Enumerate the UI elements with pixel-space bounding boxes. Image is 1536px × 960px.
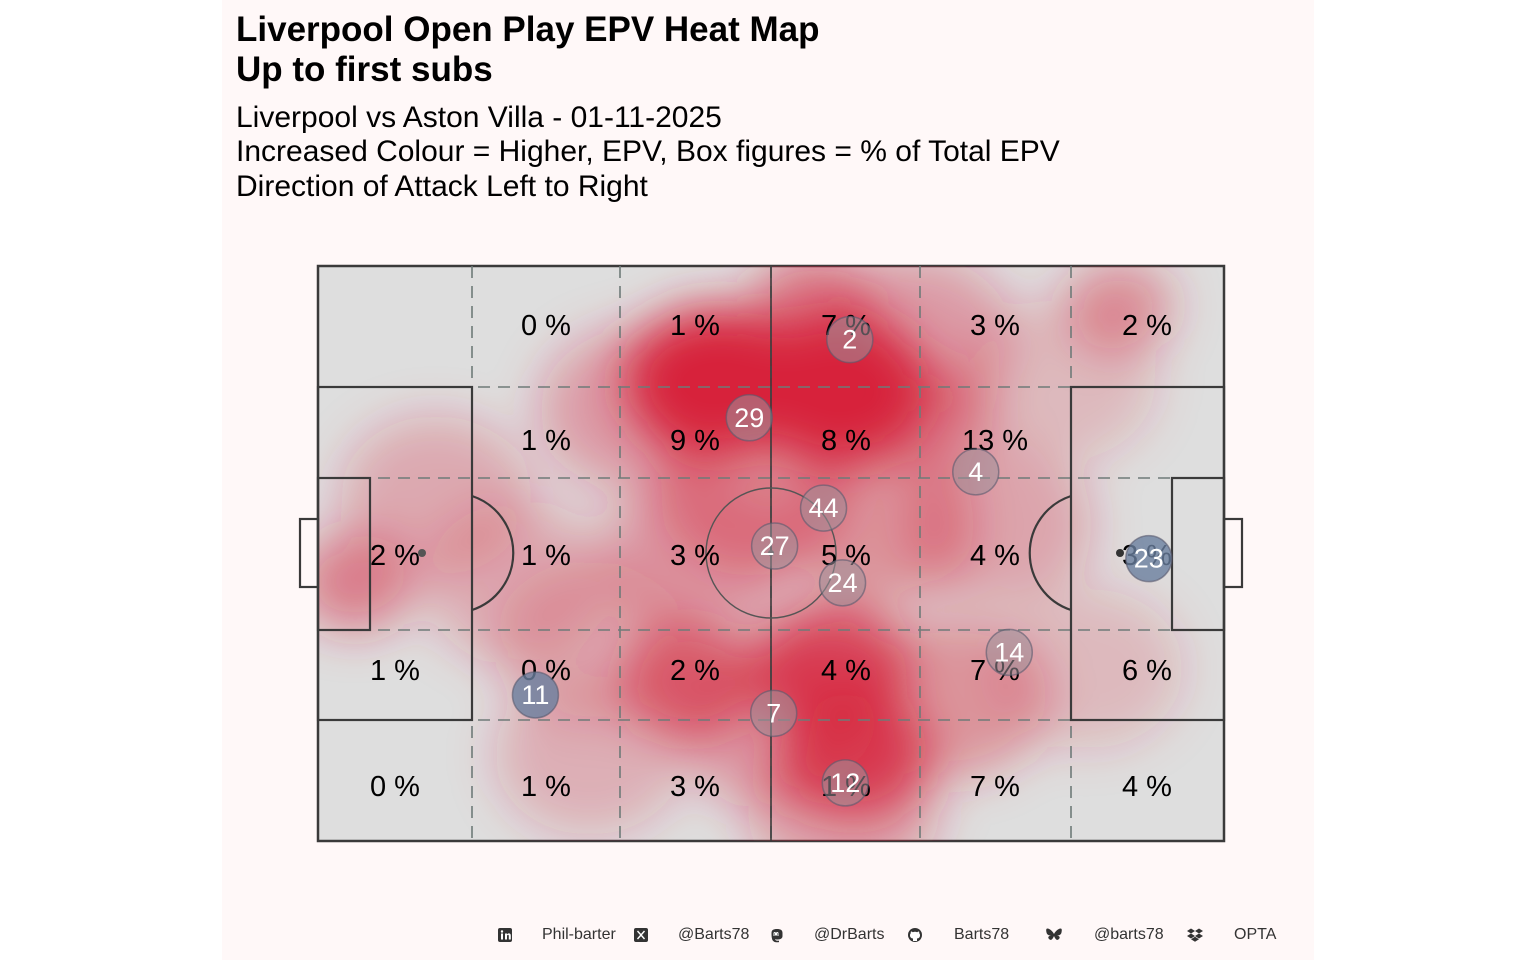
pitch-heatmap: 0 %1 %7 %3 %2 %1 %9 %8 %13 %2 %1 %3 %5 %… (298, 264, 1244, 843)
zone-label-r4-c6: 6 % (1122, 655, 1172, 687)
zone-label-r4-c3: 2 % (670, 655, 720, 687)
left-penalty-arc (471, 494, 515, 612)
heat-wash-15 (993, 588, 1184, 749)
zone-label-r1-c5: 3 % (970, 310, 1020, 342)
player-number-44: 44 (809, 493, 839, 523)
zone-label-r2-c4: 8 % (821, 425, 871, 457)
zone-label-r2-c2: 1 % (521, 425, 571, 457)
linkedin-icon (497, 927, 513, 943)
mastodon-icon (769, 927, 785, 943)
zone-label-r1-c2: 0 % (521, 310, 571, 342)
player-number-7: 7 (766, 698, 781, 728)
footer-label-mastodon: @DrBarts (814, 926, 885, 943)
bluesky-icon (1045, 927, 1062, 943)
player-number-29: 29 (734, 403, 764, 433)
player-marker-12 (821, 759, 870, 807)
player-number-11: 11 (521, 680, 549, 710)
zone-label-r1-c6: 2 % (1122, 310, 1172, 342)
player-marker-2 (826, 315, 874, 364)
zone-label-r1-c3: 1 % (670, 310, 720, 342)
player-marker-23 (1125, 534, 1173, 583)
right-penalty-arc (1028, 494, 1072, 612)
player-marker-29 (725, 394, 774, 442)
right-penalty-spot (1116, 549, 1124, 557)
centre-circle (705, 487, 837, 619)
player-marker-4 (952, 448, 1000, 496)
footer-label-x: @Barts78 (678, 926, 750, 943)
x-twitter-icon (633, 927, 649, 943)
chart-title-line-2: Up to first subs (236, 50, 493, 89)
heat-wash-9 (902, 444, 1093, 605)
player-number-2: 2 (842, 325, 857, 355)
footer-label-bluesky: @barts78 (1094, 926, 1164, 943)
zone-label-r4-c1: 1 % (370, 655, 420, 687)
right-goal (1222, 517, 1244, 589)
heat-blob-9 (1067, 266, 1173, 352)
zone-label-r5-c1: 0 % (370, 771, 420, 803)
zone-label-r5-c2: 1 % (521, 771, 571, 803)
chart-title-line-1: Liverpool Open Play EPV Heat Map (236, 10, 820, 49)
footer-credits: Phil-barter @Barts78 @DrBarts Barts78 @b… (0, 922, 1536, 950)
footer-label-github: Barts78 (954, 926, 1010, 943)
subtitle-line-3: Direction of Attack Left to Right (236, 170, 648, 203)
player-marker-27 (750, 522, 799, 570)
heat-wash-12 (603, 473, 794, 634)
pitch-markings (298, 266, 1244, 841)
github-icon (907, 927, 923, 943)
zone-label-r5-c5: 7 % (970, 771, 1020, 803)
player-number-23: 23 (1134, 544, 1164, 574)
zone-label-r4-c4: 4 % (821, 655, 871, 687)
left-goal (298, 517, 320, 589)
player-number-12: 12 (830, 768, 860, 798)
player-marker-44 (799, 484, 848, 532)
dropbox-icon (1186, 927, 1203, 943)
zone-label-r5-c3: 3 % (670, 771, 720, 803)
player-marker-24 (818, 559, 867, 607)
player-marker-11 (511, 671, 560, 719)
zone-label-r3-c5: 4 % (970, 540, 1020, 572)
left-penalty-spot (418, 549, 426, 557)
footer-label-linkedin: Phil-barter (542, 926, 616, 943)
zone-label-r5-c6: 4 % (1122, 771, 1172, 803)
zone-label-r3-c1: 2 % (370, 540, 420, 572)
player-number-24: 24 (828, 568, 858, 598)
player-number-27: 27 (760, 531, 790, 561)
heat-blob-7 (877, 369, 993, 468)
zone-label-r2-c3: 9 % (670, 425, 720, 457)
heat-blob-8 (318, 533, 413, 632)
subtitle-line-1: Liverpool vs Aston Villa - 01-11-2025 (236, 101, 722, 134)
heat-blob-4 (779, 692, 930, 819)
player-marker-14 (985, 628, 1034, 677)
heat-blob-5 (622, 623, 758, 737)
subtitle-line-2: Increased Colour = Higher, EPV, Box figu… (236, 135, 1060, 168)
player-number-14: 14 (994, 637, 1024, 667)
zone-label-r3-c3: 3 % (670, 540, 720, 572)
zone-label-r3-c2: 1 % (521, 540, 571, 572)
player-number-4: 4 (968, 457, 983, 487)
epv-heat-layer (318, 266, 1184, 841)
footer-label-data-source: OPTA (1234, 926, 1277, 943)
player-marker-7 (749, 689, 798, 738)
